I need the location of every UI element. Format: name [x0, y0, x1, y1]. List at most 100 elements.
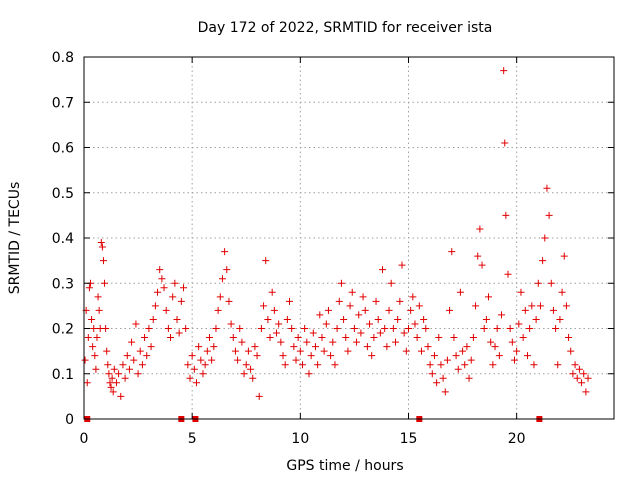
data-point [404, 325, 412, 332]
data-point [268, 288, 276, 296]
data-point [125, 365, 133, 373]
data-point [324, 306, 332, 314]
data-point [160, 284, 168, 292]
data-point [190, 365, 198, 373]
data-point [225, 297, 233, 305]
data-point [420, 315, 428, 323]
data-point [119, 361, 127, 369]
y-tick-labels: 0 0.1 0.2 0.3 0.4 0.5 0.6 0.7 0.8 [52, 50, 74, 428]
y-tick-label: 0.4 [52, 231, 74, 247]
data-point [307, 352, 315, 360]
data-point [381, 325, 389, 332]
data-point [106, 379, 114, 387]
axis-ticks [83, 56, 614, 420]
data-point [95, 306, 103, 314]
data-point [318, 334, 326, 342]
data-point [109, 388, 117, 396]
data-point [257, 325, 265, 332]
data-point [92, 365, 100, 373]
data-point [281, 361, 289, 369]
data-point [143, 352, 151, 360]
data-point [177, 297, 185, 305]
data-point [264, 315, 272, 323]
data-point [270, 306, 278, 314]
data-point [275, 320, 283, 328]
data-point [342, 334, 350, 342]
data-point [417, 347, 425, 355]
data-point [424, 343, 432, 351]
data-point [582, 388, 590, 396]
data-point [277, 338, 285, 346]
data-point [379, 266, 387, 274]
data-point [90, 325, 98, 332]
data-point [439, 374, 447, 382]
data-point [549, 306, 557, 314]
data-point [205, 334, 213, 342]
data-point [203, 347, 211, 355]
data-point [197, 356, 205, 364]
y-tick-label: 0.7 [52, 95, 74, 111]
data-point [545, 211, 553, 219]
data-point [573, 374, 581, 382]
data-point [547, 279, 555, 287]
data-point [517, 288, 525, 296]
data-point [407, 306, 415, 314]
data-point [363, 343, 371, 351]
data-point [413, 334, 421, 342]
data-point [376, 329, 384, 337]
data-point [83, 379, 91, 387]
data-point [498, 311, 506, 319]
data-point [495, 352, 503, 360]
data-point [102, 325, 110, 332]
data-point [430, 352, 438, 360]
data-point [463, 343, 471, 351]
data-point [117, 392, 125, 400]
data-point [465, 374, 473, 382]
data-point [374, 315, 382, 323]
data-point [536, 302, 544, 310]
data-point [422, 325, 430, 332]
data-point [508, 338, 516, 346]
data-point [195, 343, 203, 351]
data-point [562, 302, 570, 310]
data-point [327, 352, 335, 360]
data-point [580, 370, 588, 378]
data-point [298, 361, 306, 369]
data-point [236, 325, 244, 332]
data-point [286, 297, 294, 305]
data-point [370, 334, 378, 342]
data-point [480, 325, 488, 332]
data-point [372, 297, 380, 305]
data-point [98, 243, 106, 251]
data-point [242, 361, 250, 369]
data-point [411, 320, 419, 328]
data-point [231, 347, 239, 355]
data-point [214, 306, 222, 314]
data-point [565, 334, 573, 342]
data-point [510, 356, 518, 364]
y-tick-label: 0.2 [52, 322, 74, 338]
data-point [186, 374, 194, 382]
data-point [541, 234, 549, 242]
data-point [448, 248, 456, 256]
data-point [99, 257, 107, 265]
data-point [454, 365, 462, 373]
data-point [104, 361, 112, 369]
data-point [112, 379, 120, 387]
data-point [569, 370, 577, 378]
data-point [456, 288, 464, 296]
y-tick-label: 0.1 [52, 367, 74, 383]
data-point [539, 257, 547, 265]
data-point [474, 252, 482, 260]
data-points [81, 67, 592, 422]
data-point [255, 392, 263, 400]
data-point [355, 311, 363, 319]
data-point [175, 329, 183, 337]
data-point [84, 334, 92, 342]
grid-lines [84, 57, 614, 419]
data-point [435, 334, 443, 342]
data-point [221, 248, 229, 256]
data-point [158, 275, 166, 283]
data-point [513, 347, 521, 355]
data-point [85, 284, 93, 292]
